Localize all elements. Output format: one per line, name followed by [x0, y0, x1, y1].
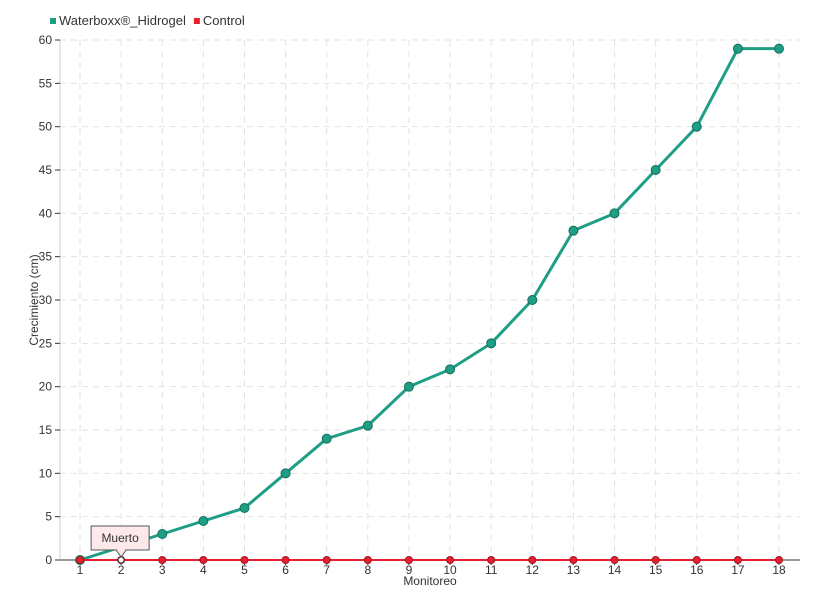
y-axis-title: Crecimiento (cm) [27, 254, 41, 345]
data-point[interactable] [322, 556, 331, 564]
data-point[interactable] [404, 556, 413, 564]
data-point[interactable] [158, 556, 167, 564]
x-tick-label: 4 [200, 563, 207, 577]
tooltip-pointer [115, 549, 128, 558]
legend-item[interactable]: Control [193, 13, 245, 28]
data-point[interactable] [280, 468, 291, 479]
x-axis-title: Monitoreo [403, 574, 457, 588]
tooltip: Muerto [90, 525, 150, 564]
data-point[interactable] [650, 165, 661, 175]
x-tick-label: 7 [323, 563, 330, 577]
grid-lines [60, 39, 800, 560]
tooltip-target-point [117, 556, 125, 564]
data-point[interactable] [487, 556, 496, 564]
data-point[interactable] [239, 503, 250, 513]
y-tick-label: 0 [45, 553, 52, 567]
legend-item[interactable]: Waterboxx®_Hidrogel [50, 13, 186, 28]
data-point[interactable] [609, 208, 620, 219]
data-point[interactable] [199, 556, 208, 564]
data-point[interactable] [691, 121, 702, 132]
data-point[interactable] [486, 338, 497, 349]
x-tick-label: 16 [690, 563, 704, 577]
y-tick-label: 20 [39, 380, 53, 394]
data-point[interactable] [527, 295, 538, 305]
data-point[interactable] [281, 556, 290, 564]
y-tick-label: 30 [39, 293, 53, 307]
x-tick-label: 9 [406, 563, 413, 577]
data-point[interactable] [651, 556, 660, 564]
data-point[interactable] [610, 556, 619, 564]
legend-swatch [193, 18, 200, 24]
series-layer [75, 43, 784, 565]
y-tick-label: 10 [39, 466, 53, 480]
y-tick-label: 15 [39, 423, 53, 437]
x-tick-label: 12 [526, 563, 540, 577]
y-tick-label: 35 [39, 250, 53, 264]
series-control [76, 556, 783, 564]
data-point[interactable] [568, 225, 579, 236]
series-waterboxx-hidrogel [75, 43, 784, 565]
x-tick-label: 11 [485, 563, 498, 577]
x-tick-label: 6 [282, 563, 289, 577]
x-tick-label: 1 [77, 563, 84, 577]
legend-label: Control [203, 13, 245, 28]
x-tick-label: 3 [159, 563, 166, 577]
y-tick-label: 60 [39, 33, 53, 47]
x-tick-label: 10 [443, 563, 457, 577]
x-tick-label: 14 [608, 563, 622, 577]
x-tick-label: 5 [241, 563, 248, 577]
data-point[interactable] [732, 43, 743, 54]
legend-label: Waterboxx®_Hidrogel [59, 13, 186, 28]
data-point[interactable] [198, 516, 209, 526]
tooltip-label: Muerto [101, 531, 139, 545]
y-tick-label: 40 [39, 206, 53, 220]
y-tick-labels: 0 5 10 15 20 25 30 35 40 45 50 55 60 [39, 33, 60, 567]
y-tick-label: 25 [39, 336, 53, 350]
y-tick-label: 5 [45, 510, 52, 524]
data-point[interactable] [445, 364, 456, 375]
data-point[interactable] [240, 556, 249, 564]
data-point[interactable] [775, 556, 783, 564]
x-tick-label: 8 [364, 563, 371, 577]
data-point[interactable] [446, 556, 455, 564]
series-line [79, 47, 779, 562]
x-tick-label: 2 [118, 563, 125, 577]
data-point[interactable] [362, 420, 373, 431]
y-tick-label: 50 [39, 120, 53, 134]
data-point[interactable] [321, 433, 332, 444]
data-point[interactable] [76, 556, 84, 564]
data-point[interactable] [733, 556, 742, 564]
x-tick-label: 18 [772, 563, 786, 577]
y-tick-label: 45 [39, 163, 53, 177]
y-tick-label: 55 [39, 76, 53, 90]
data-point[interactable] [363, 556, 372, 564]
x-tick-label: 13 [567, 563, 581, 577]
x-tick-label: 15 [649, 563, 663, 577]
annotations: Muerto [90, 525, 150, 564]
data-point[interactable] [774, 43, 784, 54]
x-tick-label: 17 [731, 563, 745, 577]
data-point[interactable] [692, 556, 701, 564]
legend[interactable]: Waterboxx®_Hidrogel Control [50, 13, 245, 28]
data-point[interactable] [403, 381, 414, 392]
data-point[interactable] [569, 556, 578, 564]
legend-swatch [50, 18, 56, 24]
data-point[interactable] [157, 529, 168, 539]
data-point[interactable] [528, 556, 537, 564]
x-tick-labels: 1 2 3 4 5 6 7 8 9 10 11 12 13 14 15 16 17 18 [77, 560, 786, 577]
